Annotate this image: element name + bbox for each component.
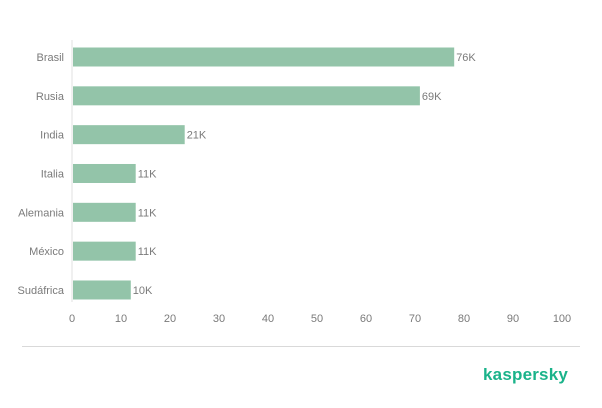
bar-chart: 0 10 20 30 40 50 60 70 80 90 100 Brasil 76K Rusia 69K I… <box>18 40 572 325</box>
footer-divider <box>22 346 580 347</box>
category-label: Sudáfrica <box>18 285 65 297</box>
bar <box>73 47 455 67</box>
data-label: 21K <box>187 130 207 142</box>
category-label: Italia <box>41 168 65 180</box>
x-tick-label: 20 <box>164 313 176 325</box>
bar <box>73 125 185 145</box>
category-label: Rusia <box>36 91 65 103</box>
x-tick-label: 60 <box>360 313 372 325</box>
x-tick-label: 80 <box>458 313 470 325</box>
bar <box>73 280 131 300</box>
data-label: 69K <box>422 91 442 103</box>
category-label: India <box>40 130 65 142</box>
labels-layer: 0 10 20 30 40 50 60 70 80 90 100 Brasil 76K Rusia 69K I… <box>18 52 572 325</box>
kaspersky-logo: kaspersky <box>483 365 568 384</box>
category-label: Alemania <box>18 207 65 219</box>
category-label: Brasil <box>36 52 64 64</box>
x-tick-label: 40 <box>262 313 274 325</box>
data-label: 10K <box>133 285 153 297</box>
x-tick-label: 30 <box>213 313 225 325</box>
data-label: 11K <box>138 168 157 180</box>
x-tick-label: 90 <box>507 313 519 325</box>
data-label: 11K <box>138 246 157 258</box>
data-label: 11K <box>138 207 157 219</box>
bars-layer <box>73 47 455 300</box>
x-tick-label: 100 <box>553 313 571 325</box>
bar <box>73 86 420 106</box>
data-label: 76K <box>456 52 476 64</box>
bar <box>73 202 136 222</box>
bar <box>73 241 136 261</box>
x-tick-label: 0 <box>69 313 75 325</box>
x-tick-label: 10 <box>115 313 127 325</box>
x-tick-label: 50 <box>311 313 323 325</box>
x-tick-label: 70 <box>409 313 421 325</box>
category-label: México <box>29 246 64 258</box>
bar <box>73 163 136 183</box>
